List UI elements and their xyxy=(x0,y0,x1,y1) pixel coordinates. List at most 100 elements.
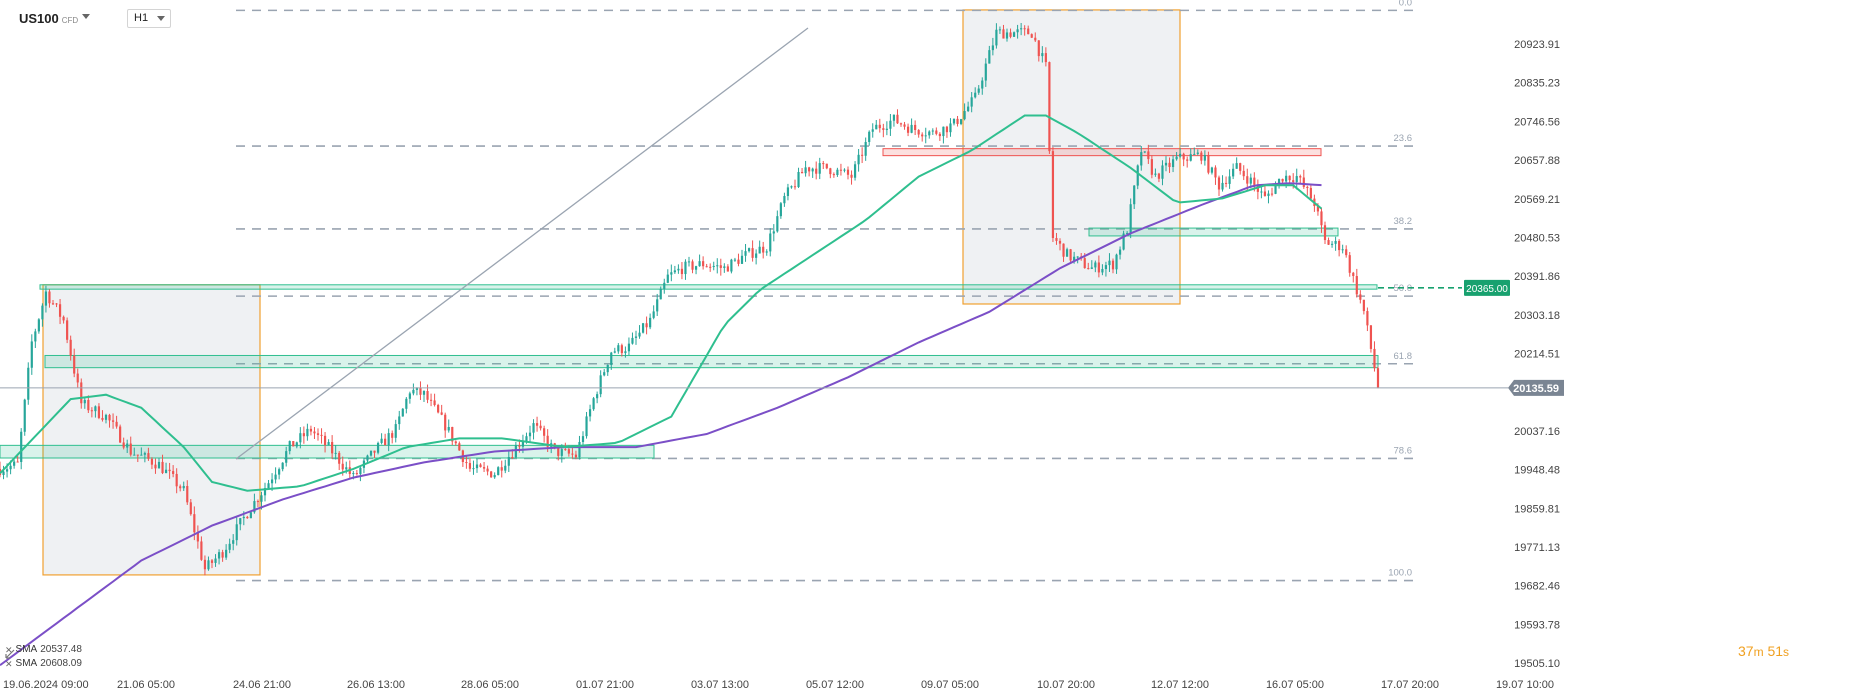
candle-up xyxy=(225,549,228,558)
candle-down xyxy=(1030,34,1033,38)
candle-down xyxy=(903,124,906,127)
candle-down xyxy=(1376,368,1380,388)
candle-down xyxy=(1214,167,1217,178)
candle-down xyxy=(246,516,249,519)
candle-up xyxy=(659,288,662,300)
candle-down xyxy=(338,452,341,464)
candle-up xyxy=(928,131,931,136)
candle-up xyxy=(638,332,641,337)
candle-up xyxy=(263,488,267,496)
y-axis-tick-label: 20214.51 xyxy=(1514,349,1560,361)
candle-down xyxy=(73,355,76,374)
candle-up xyxy=(1196,152,1199,154)
candle-down xyxy=(914,124,917,131)
candle-up xyxy=(1104,265,1108,270)
candle-down xyxy=(539,425,542,429)
candle-down xyxy=(737,259,740,264)
candle-up xyxy=(712,265,715,267)
candle-down xyxy=(543,428,546,436)
symbol-suffix: CFD xyxy=(61,16,79,25)
timeframe-select[interactable]: H1 xyxy=(127,9,171,28)
support-zone xyxy=(1088,227,1339,237)
candle-down xyxy=(62,316,65,321)
legend-item-sma-2[interactable]: ✕ SMA 20608.09 xyxy=(5,657,82,671)
candle-down xyxy=(437,405,440,413)
candle-down xyxy=(16,461,19,463)
candle-up xyxy=(560,449,563,456)
candle-up xyxy=(1210,167,1214,173)
candle-down xyxy=(419,387,422,395)
candle-up xyxy=(532,423,535,433)
candle-up xyxy=(1016,29,1019,33)
candle-up xyxy=(260,495,263,502)
candle-down xyxy=(1263,191,1267,196)
candle-up xyxy=(988,50,991,64)
close-icon[interactable]: ✕ xyxy=(5,645,13,655)
candle-up xyxy=(1073,256,1076,261)
candle-down xyxy=(221,552,224,558)
candle-up xyxy=(952,118,956,124)
candle-down xyxy=(186,485,189,503)
candle-down xyxy=(1348,255,1351,273)
candle-down xyxy=(1306,186,1309,188)
candle-up xyxy=(1189,154,1192,161)
candle-up xyxy=(649,317,652,328)
candle-up xyxy=(755,253,758,258)
candle-up xyxy=(786,187,790,197)
candle-down xyxy=(90,410,93,412)
y-axis-tick-label: 20303.18 xyxy=(1514,310,1560,322)
candle-up xyxy=(34,331,37,342)
candle-up xyxy=(765,251,768,253)
x-axis-tick-label: 17.07 20:00 xyxy=(1381,679,1439,691)
candle-down xyxy=(87,399,90,411)
candle-down xyxy=(839,169,843,171)
candle-up xyxy=(239,518,242,525)
candle-up xyxy=(214,558,217,563)
candle-up xyxy=(641,323,645,333)
candle-up xyxy=(769,233,772,252)
candle-up xyxy=(790,186,793,188)
candle-up xyxy=(1179,153,1182,157)
close-icon[interactable]: ✕ xyxy=(5,659,13,669)
candle-up xyxy=(1277,178,1281,185)
candle-countdown: 37m 51s xyxy=(1738,643,1789,659)
x-axis-tick-label: 12.07 12:00 xyxy=(1151,679,1209,691)
candle-up xyxy=(1154,173,1157,175)
chevron-down-icon[interactable] xyxy=(82,14,90,19)
candle-down xyxy=(373,450,376,453)
candle-up xyxy=(23,399,26,432)
legend-item-sma-1[interactable]: ✕ SMA 20537.48 xyxy=(5,643,82,657)
indicator-legend: ✕ SMA 20537.48 ✕ SMA 20608.09 xyxy=(5,643,82,671)
candle-down xyxy=(479,464,482,468)
candle-up xyxy=(1203,154,1206,161)
candle-up xyxy=(285,451,288,463)
candle-up xyxy=(157,461,161,469)
candle-down xyxy=(51,303,55,305)
candle-down xyxy=(1157,173,1161,179)
candle-down xyxy=(1111,260,1115,270)
symbol-selector[interactable]: US100 CFD xyxy=(19,11,78,26)
candle-down xyxy=(751,248,754,258)
candle-up xyxy=(959,119,963,124)
candle-down xyxy=(800,171,804,174)
candle-up xyxy=(631,337,634,344)
candle-up xyxy=(9,465,12,470)
candle-up xyxy=(588,409,592,417)
candle-down xyxy=(917,130,920,135)
candle-down xyxy=(482,467,486,469)
candle-up xyxy=(677,268,680,271)
candle-down xyxy=(1299,176,1302,178)
candle-down xyxy=(80,382,83,404)
candle-down xyxy=(1338,241,1341,251)
candle-down xyxy=(66,320,69,340)
candle-down xyxy=(168,469,171,472)
candle-up xyxy=(521,441,525,447)
candle-up xyxy=(596,394,599,399)
candle-up xyxy=(44,291,48,306)
x-axis-tick-label: 01.07 21:00 xyxy=(576,679,634,691)
candle-up xyxy=(415,387,419,390)
x-axis-tick-label: 03.07 13:00 xyxy=(691,679,749,691)
candle-down xyxy=(48,291,51,304)
candle-up xyxy=(783,196,786,204)
